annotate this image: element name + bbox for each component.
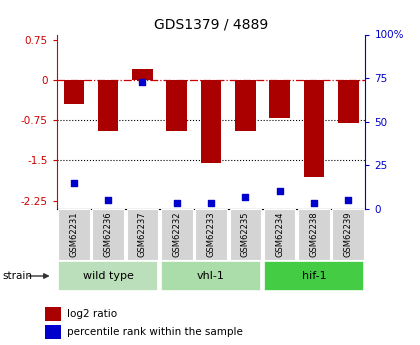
Bar [201, 80, 221, 163]
Text: GSM62234: GSM62234 [275, 212, 284, 257]
Bar [338, 80, 359, 123]
FancyBboxPatch shape [264, 209, 295, 260]
Point [173, 201, 180, 206]
Text: vhl-1: vhl-1 [197, 271, 225, 281]
Bar [166, 80, 187, 131]
Text: GSM62232: GSM62232 [172, 212, 181, 257]
Text: GSM62235: GSM62235 [241, 212, 250, 257]
Point [310, 201, 318, 206]
Text: GSM62239: GSM62239 [344, 212, 353, 257]
Bar [45, 307, 61, 321]
FancyBboxPatch shape [230, 209, 261, 260]
FancyBboxPatch shape [127, 209, 158, 260]
Text: strain: strain [2, 271, 32, 281]
Text: wild type: wild type [83, 271, 134, 281]
FancyBboxPatch shape [58, 209, 89, 260]
Text: GSM62237: GSM62237 [138, 212, 147, 257]
Bar [45, 325, 61, 338]
FancyBboxPatch shape [333, 209, 364, 260]
Text: GSM62233: GSM62233 [207, 212, 215, 257]
Point [139, 79, 146, 84]
FancyBboxPatch shape [161, 209, 192, 260]
Point [345, 197, 352, 203]
Bar [269, 80, 290, 118]
FancyBboxPatch shape [264, 261, 364, 291]
FancyBboxPatch shape [161, 261, 261, 291]
Text: GSM62236: GSM62236 [104, 212, 113, 257]
FancyBboxPatch shape [298, 209, 330, 260]
Point [105, 197, 112, 203]
Point [242, 194, 249, 199]
Text: hif-1: hif-1 [302, 271, 326, 281]
Bar [132, 69, 153, 80]
Text: log2 ratio: log2 ratio [67, 309, 117, 319]
Bar [304, 80, 324, 177]
Bar [235, 80, 256, 131]
Bar [98, 80, 118, 131]
Point [276, 188, 283, 194]
Point [71, 180, 77, 185]
Title: GDS1379 / 4889: GDS1379 / 4889 [154, 18, 268, 32]
FancyBboxPatch shape [58, 261, 158, 291]
Text: percentile rank within the sample: percentile rank within the sample [67, 327, 243, 337]
Bar [63, 80, 84, 104]
Text: GSM62238: GSM62238 [310, 212, 318, 257]
Point [208, 201, 215, 206]
FancyBboxPatch shape [92, 209, 124, 260]
FancyBboxPatch shape [195, 209, 227, 260]
Text: GSM62231: GSM62231 [69, 212, 79, 257]
